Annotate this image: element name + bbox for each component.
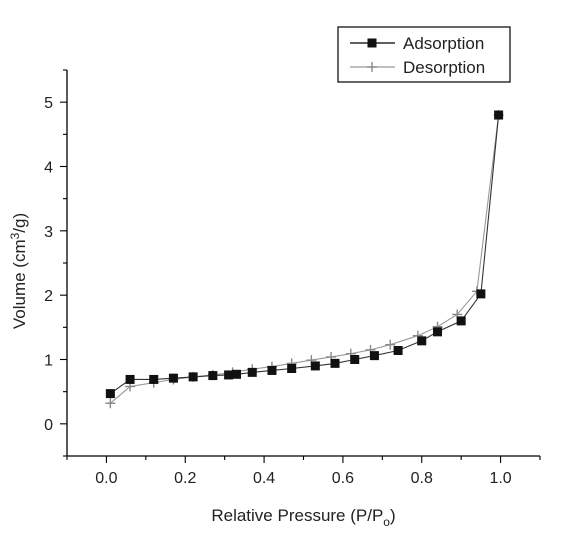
legend-label: Desorption (403, 58, 485, 77)
adsorption-point (125, 374, 135, 384)
adsorption-point (224, 370, 234, 380)
x-tick-label: 0.6 (332, 470, 354, 487)
adsorption-point (417, 336, 427, 346)
adsorption-point (208, 371, 218, 381)
adsorption-point (393, 345, 403, 355)
x-tick-label: 0.4 (253, 470, 275, 487)
adsorption-point (168, 373, 178, 383)
legend-label: Adsorption (403, 34, 484, 53)
legend-marker (367, 38, 377, 48)
x-tick-label: 1.0 (489, 470, 511, 487)
adsorption-point (247, 367, 257, 377)
adsorption-point (369, 351, 379, 361)
y-axis-title: Volume (cm3/g) (8, 213, 29, 329)
y-tick-label: 1 (44, 353, 53, 370)
series-line-adsorption (110, 114, 500, 395)
adsorption-point (310, 361, 320, 371)
adsorption-point (330, 358, 340, 368)
x-axis-title: Relative Pressure (P/Po) (211, 506, 395, 529)
adsorption-point (476, 289, 486, 299)
adsorption-point (267, 365, 277, 375)
series-layer (105, 110, 504, 409)
adsorption-point (188, 372, 198, 382)
x-tick-label: 0.2 (174, 470, 196, 487)
y-tick-label: 3 (44, 224, 53, 241)
legend-marker (367, 62, 377, 72)
adsorption-point (456, 316, 466, 326)
adsorption-point (350, 355, 360, 364)
legend: Adsorption Desorption (337, 26, 511, 83)
adsorption-point (494, 110, 504, 120)
y-tick-label: 2 (44, 288, 53, 305)
x-tick-label: 0.0 (95, 470, 117, 487)
axes: 0.0 0.2 0.4 0.6 0.8 1.0 0 1 2 3 4 5 (44, 69, 541, 487)
desorption-point (105, 398, 116, 409)
adsorption-point (433, 327, 443, 337)
adsorption-point (105, 389, 115, 399)
x-tick-label: 0.8 (411, 470, 433, 487)
legend-box (337, 26, 511, 83)
adsorption-point (231, 369, 241, 379)
desorption-point (385, 339, 396, 350)
series-line-desorption (110, 114, 500, 404)
adsorption-point (149, 374, 159, 384)
y-tick-label: 5 (44, 95, 53, 112)
y-tick-label: 4 (44, 160, 53, 177)
y-tick-label: 0 (44, 417, 53, 434)
adsorption-point (287, 364, 297, 374)
